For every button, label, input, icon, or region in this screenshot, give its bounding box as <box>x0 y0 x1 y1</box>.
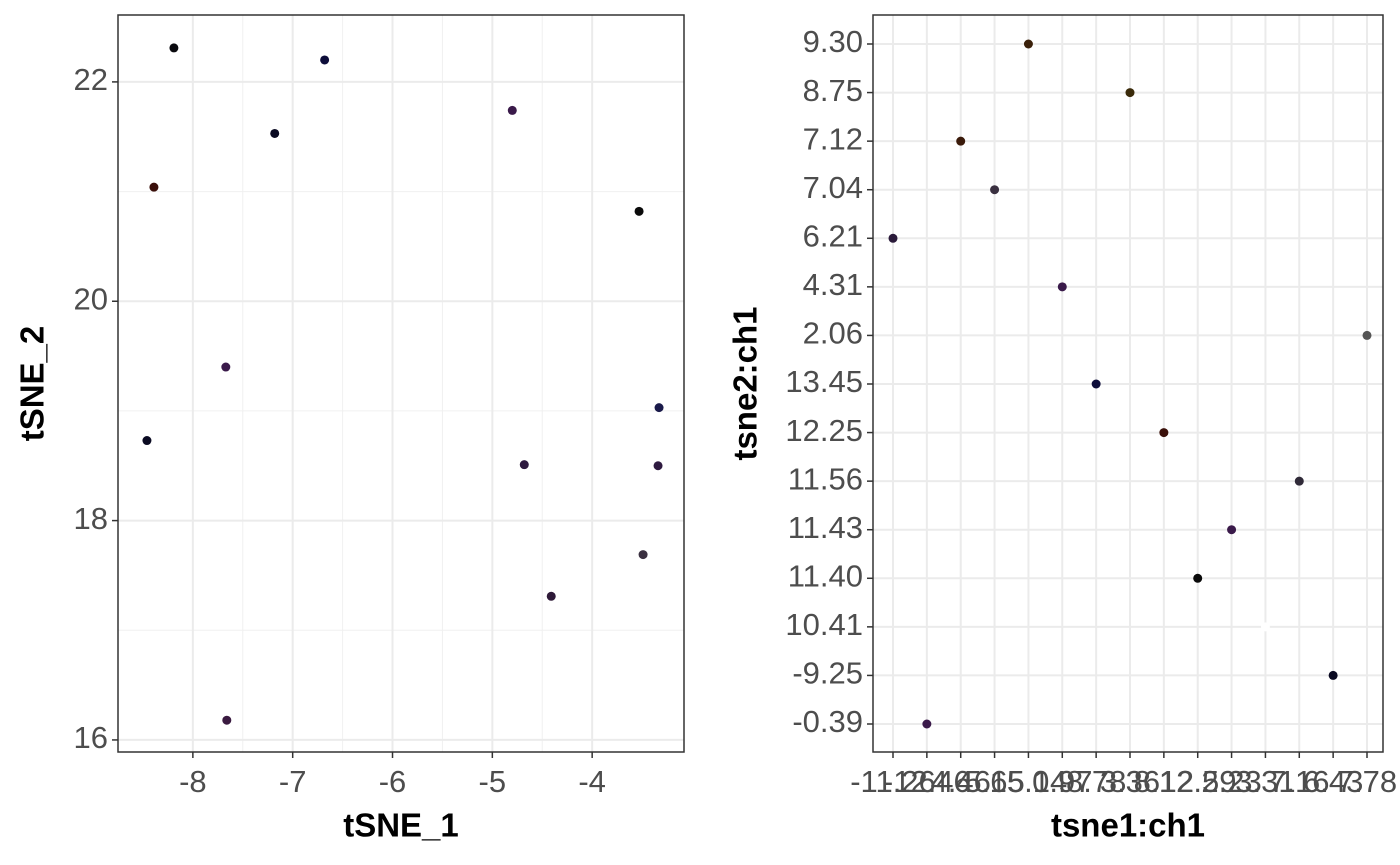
point <box>142 436 152 446</box>
point <box>990 185 1000 195</box>
x-tick-label: 12.59 <box>1159 764 1237 799</box>
x-tick-label: -12.46 <box>883 764 971 799</box>
point <box>169 43 179 53</box>
x-tick-label: 4.46 <box>931 764 991 799</box>
point <box>270 128 280 138</box>
panel-border <box>872 14 1384 753</box>
y-tick-label: 18 <box>74 501 108 536</box>
y-tick-label: 12.25 <box>785 413 863 448</box>
y-tick-label: 10.41 <box>785 607 863 642</box>
point <box>1057 282 1067 292</box>
point <box>1260 622 1270 632</box>
x-axis-title: tSNE_1 <box>343 807 459 844</box>
x-tick-label: -8 <box>179 764 207 799</box>
y-tick-label: 7.12 <box>803 121 863 156</box>
point <box>888 233 898 243</box>
x-tick-label: 6.43 <box>1303 764 1363 799</box>
point <box>507 105 517 115</box>
y-tick-label: 8.75 <box>803 73 863 108</box>
point <box>1091 379 1101 389</box>
point <box>1125 88 1135 98</box>
x-axis-title: tsne1:ch1 <box>1051 807 1205 844</box>
point <box>138 695 148 705</box>
y-tick-label: 22 <box>74 62 108 97</box>
y-tick-label: 13.45 <box>785 364 863 399</box>
y-tick-label: -0.39 <box>792 704 863 739</box>
point <box>1227 525 1237 535</box>
y-tick-label: 6.21 <box>803 218 863 253</box>
x-tick-label: 3.31 <box>1235 764 1295 799</box>
point <box>1362 330 1372 340</box>
x-tick-label: 15.14 <box>990 764 1068 799</box>
x-tick-label: -4 <box>578 764 606 799</box>
y-tick-label: 20 <box>74 281 108 316</box>
x-tick-label: 0.97 <box>1032 764 1092 799</box>
y-tick-label: 16 <box>74 720 108 755</box>
x-tick-label: -5 <box>479 764 507 799</box>
point <box>1023 39 1033 49</box>
point <box>638 550 648 560</box>
y-axis-title: tSNE_2 <box>14 326 51 442</box>
point <box>653 461 663 471</box>
x-tick-label: 8.78 <box>1066 764 1126 799</box>
point <box>519 460 529 470</box>
y-tick-label: 11.56 <box>788 461 863 496</box>
y-tick-label: 11.43 <box>788 510 863 545</box>
x-tick-label: 3.36 <box>1100 764 1160 799</box>
point <box>320 55 330 65</box>
point <box>654 403 664 413</box>
y-tick-label: 4.31 <box>803 267 863 302</box>
x-tick-label: -11.26 <box>850 764 936 799</box>
point <box>956 136 966 146</box>
x-tick-label: -7 <box>279 764 307 799</box>
panel-border <box>117 14 685 753</box>
x-tick-label: 7.16 <box>1269 764 1329 799</box>
x-tick-label: 5.65 <box>964 764 1024 799</box>
x-tick-label: 8.12 <box>1134 764 1194 799</box>
point <box>634 206 644 216</box>
point <box>1328 670 1338 680</box>
point <box>222 715 232 725</box>
y-tick-label: 2.06 <box>803 316 863 351</box>
y-tick-label: 11.40 <box>788 558 863 593</box>
y-tick-label: -9.25 <box>792 656 863 691</box>
point <box>1193 573 1203 583</box>
x-tick-label: -6 <box>379 764 407 799</box>
panel-background <box>118 15 684 752</box>
point <box>1294 476 1304 486</box>
x-tick-label: 7.78 <box>1337 764 1397 799</box>
y-tick-label: 7.04 <box>803 170 863 205</box>
point <box>1159 428 1169 438</box>
point <box>546 591 556 601</box>
x-tick-label: 2.23 <box>1201 764 1261 799</box>
y-tick-label: 9.30 <box>803 24 863 59</box>
point <box>922 719 932 729</box>
point <box>149 182 159 192</box>
point <box>221 362 231 372</box>
y-axis-title: tsne2:ch1 <box>727 306 764 460</box>
